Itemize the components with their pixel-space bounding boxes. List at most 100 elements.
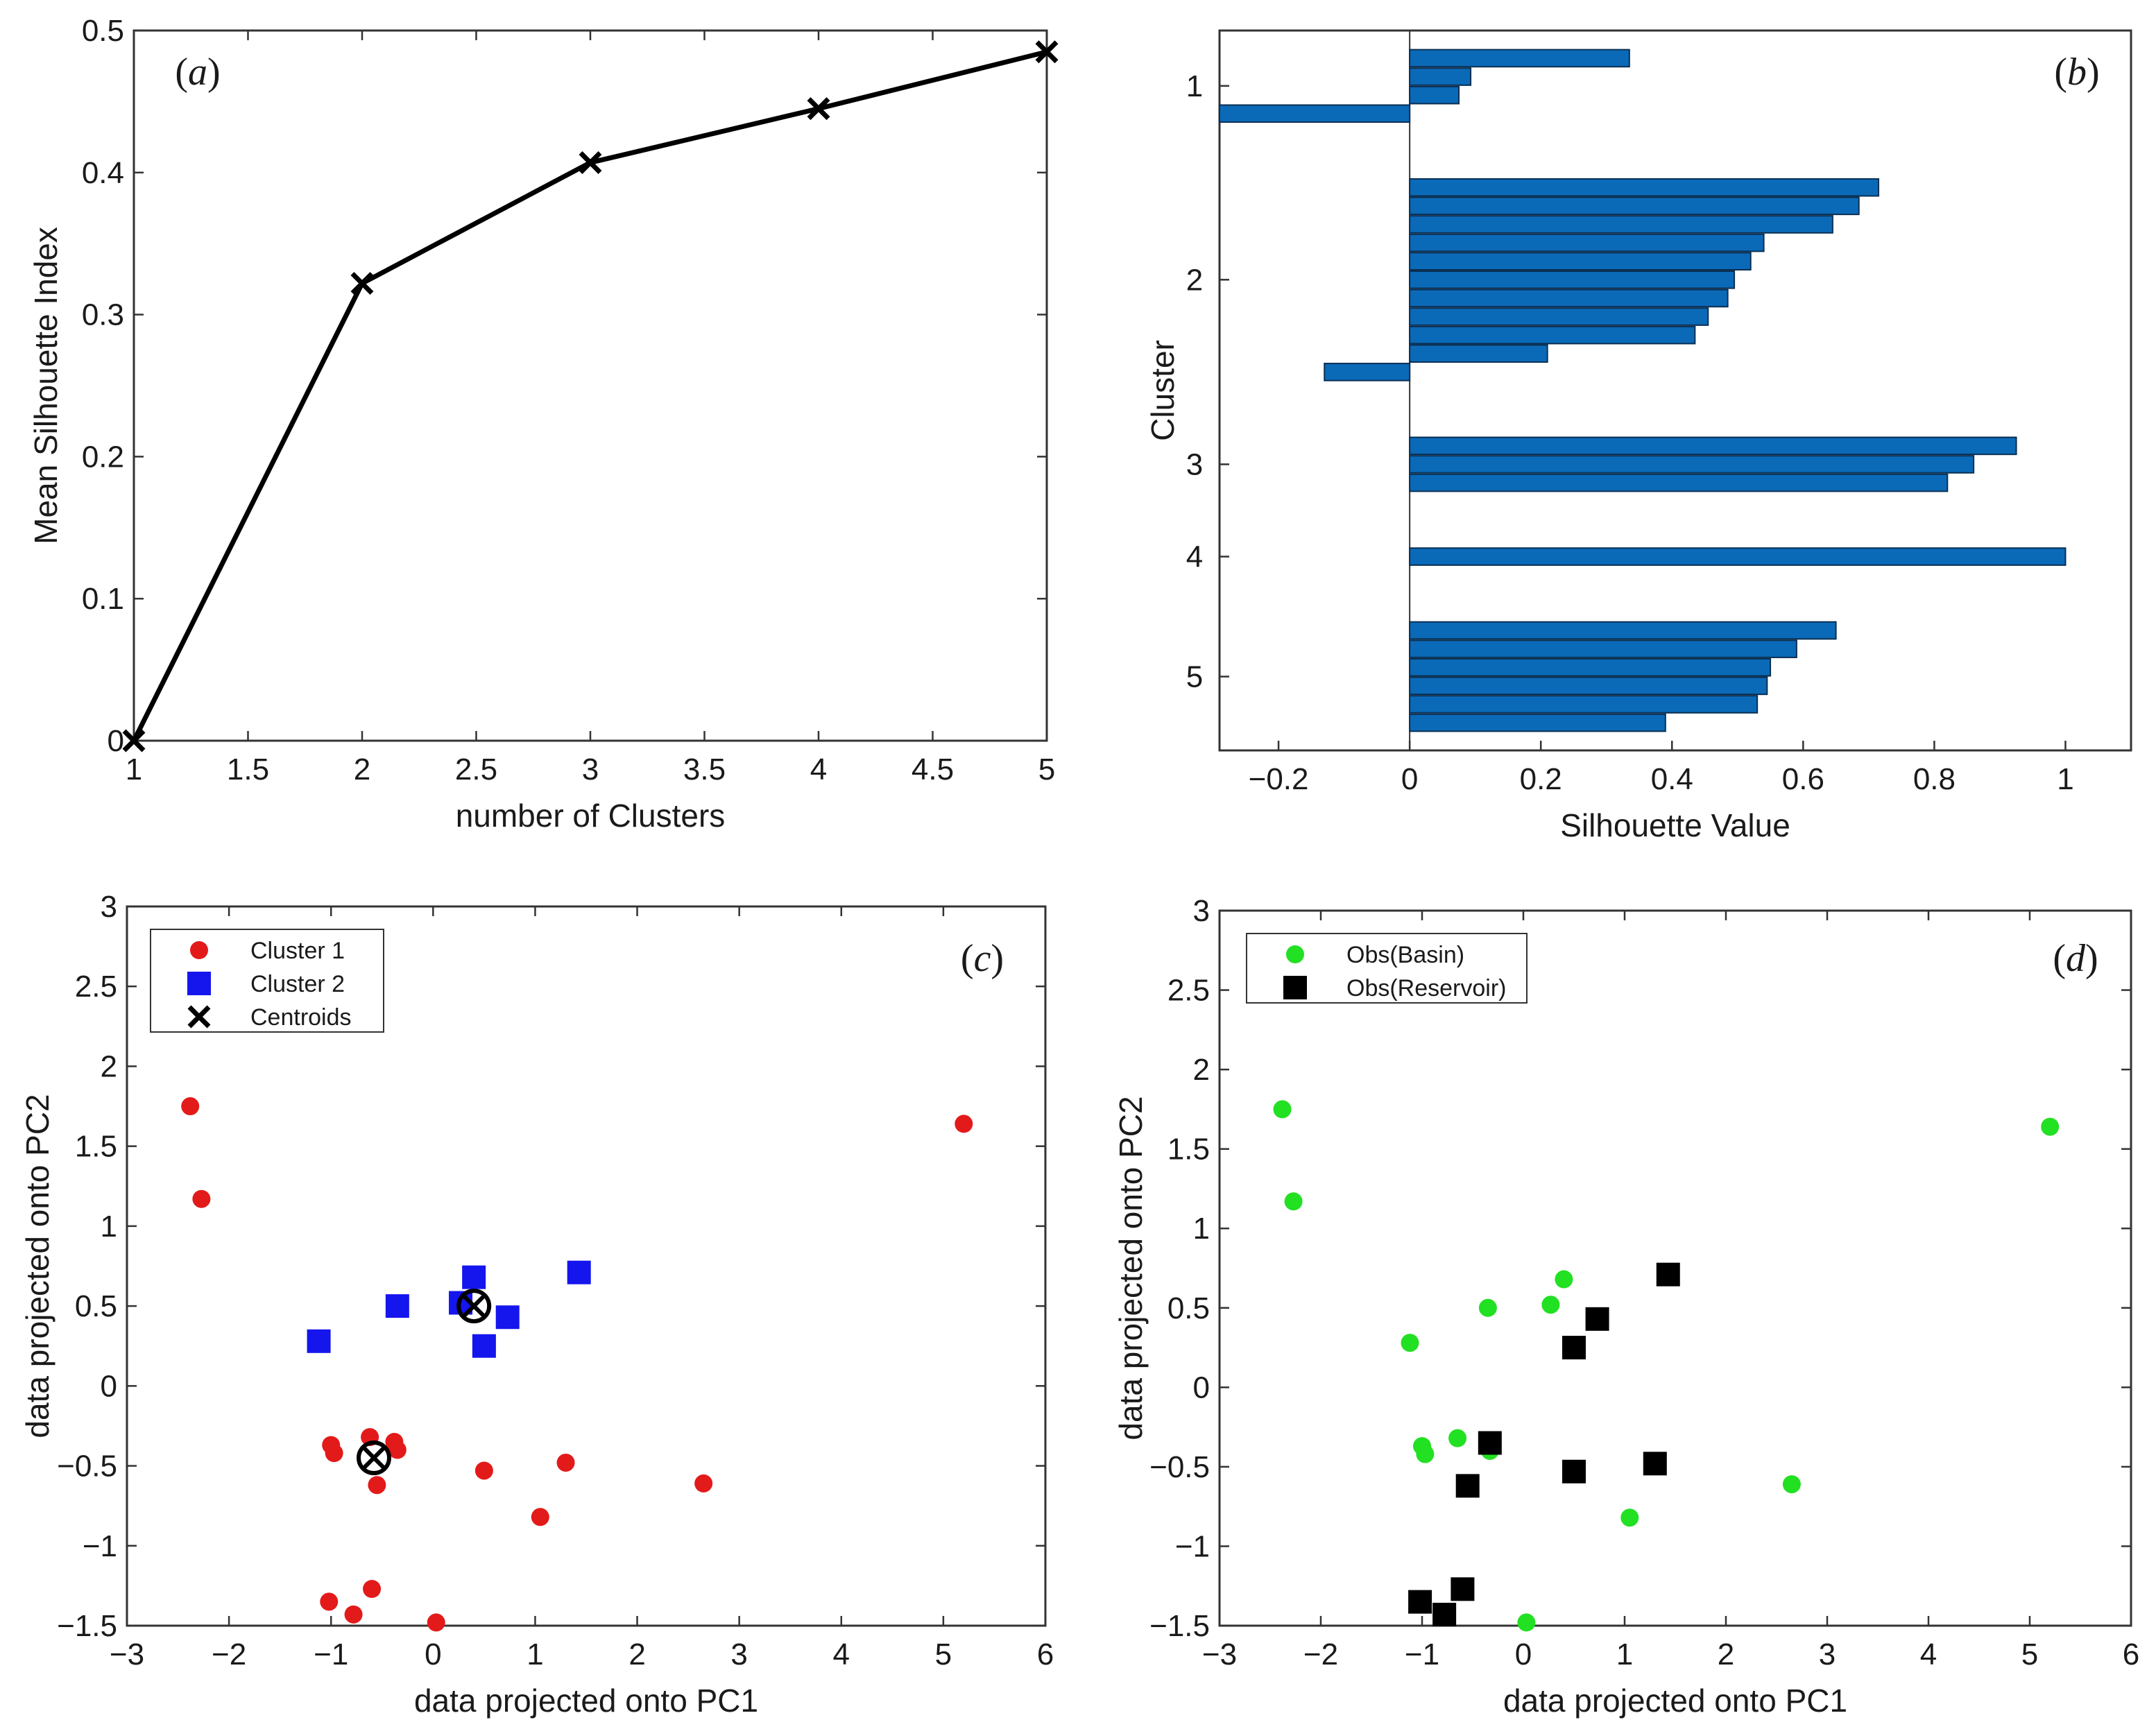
- y-tick-label: 2: [1193, 1053, 1210, 1087]
- silhouette-bar: [1409, 196, 1860, 216]
- x-tick-label: 0.8: [1913, 762, 1956, 796]
- legend-marker: [190, 941, 208, 959]
- point-cluster-2: [307, 1329, 331, 1353]
- point-obs-basin-: [1478, 1298, 1497, 1317]
- axes-frame: [1218, 29, 2132, 752]
- point-obs-basin-: [1517, 1613, 1536, 1632]
- point-cluster-1: [325, 1444, 343, 1463]
- point-centroids-ring: [357, 1440, 392, 1476]
- x-tick-label: 0: [425, 1637, 441, 1671]
- x-tick-label: 1.5: [227, 752, 269, 786]
- point-cluster-2: [495, 1305, 520, 1330]
- point-obs-basin-: [1416, 1445, 1435, 1463]
- legend-marker: [1286, 945, 1304, 963]
- point-obs-basin-: [1555, 1270, 1573, 1289]
- x-tick-label: −2: [1303, 1637, 1338, 1671]
- point-centroids-ring: [456, 1289, 492, 1324]
- silhouette-bar: [1409, 657, 1772, 677]
- x-tick-label: 3.5: [683, 752, 726, 786]
- point-obs-reservoir-: [1455, 1474, 1480, 1498]
- point-cluster-1: [192, 1189, 211, 1208]
- silhouette-bar: [1409, 713, 1666, 732]
- legend-label: Obs(Basin): [1346, 942, 1464, 968]
- point-cluster-2: [472, 1334, 496, 1358]
- y-tick-label: 1.5: [75, 1130, 117, 1164]
- y-tick-label: 0.5: [82, 14, 124, 48]
- y-tick-label: 2: [1186, 263, 1203, 297]
- x-tick-label: 5: [1038, 752, 1055, 786]
- axes-frame: [1218, 909, 2132, 1627]
- point-obs-basin-: [1448, 1429, 1467, 1447]
- point-cluster-2: [385, 1294, 409, 1318]
- silhouette-bar: [1409, 233, 1765, 252]
- legend: Obs(Basin) Obs(Reservoir): [1246, 933, 1528, 1004]
- panel-label-b: (b): [2054, 51, 2099, 94]
- x-tick-label: 3: [582, 752, 599, 786]
- y-tick-label: −0.5: [1149, 1450, 1210, 1484]
- y-tick-label: 0.1: [82, 582, 124, 616]
- point-obs-reservoir-: [1562, 1459, 1586, 1484]
- x-tick-label: 1: [2057, 762, 2073, 796]
- legend-marker: [1283, 976, 1307, 999]
- x-tick-label: 3: [1819, 1637, 1836, 1671]
- point-cluster-1: [955, 1115, 973, 1133]
- axes-frame: [132, 29, 1048, 742]
- y-tick-label: 0: [101, 1369, 117, 1403]
- point-cluster-2: [462, 1265, 486, 1289]
- legend-label: Centroids: [250, 1004, 352, 1031]
- x-axis-label: number of Clusters: [456, 798, 726, 834]
- silhouette-bar: [1409, 49, 1630, 68]
- x-axis-label: Silhouette Value: [1560, 807, 1790, 843]
- scatter-points: [1273, 1100, 2060, 1632]
- point-centroids: [357, 1440, 392, 1476]
- panel-b: −0.2 0 0.2 0.4 0.6 0.8 1 1 2 3 4 5 Silhouette Value C…: [1145, 29, 2132, 843]
- silhouette-bar: [1409, 344, 1548, 363]
- x-tick-label: 4: [833, 1637, 850, 1671]
- x-axis-label: data projected onto PC1: [1503, 1683, 1847, 1719]
- x-tick-label: 1: [1616, 1637, 1633, 1671]
- silhouette-bar: [1409, 621, 1837, 640]
- x-tick-label: −0.2: [1249, 762, 1309, 796]
- x-tick-label: 2.5: [455, 752, 497, 786]
- legend-marker: [187, 972, 211, 995]
- y-tick-label: 1.5: [1167, 1133, 1210, 1167]
- point-obs-basin-: [1273, 1100, 1292, 1119]
- data-point-marker: [350, 272, 374, 295]
- point-cluster-1: [368, 1476, 386, 1495]
- silhouette-bar: [1409, 67, 1472, 86]
- x-tick-label: 5: [2021, 1637, 2038, 1671]
- point-obs-reservoir-: [1656, 1262, 1680, 1287]
- y-tick-label: 2.5: [1167, 974, 1210, 1008]
- silhouette-bar: [1409, 473, 1949, 492]
- point-obs-reservoir-: [1585, 1307, 1609, 1331]
- panel-label-c: (c): [961, 937, 1004, 980]
- y-tick-label: 3: [101, 890, 117, 924]
- point-obs-basin-: [1541, 1296, 1560, 1314]
- scatter-points: [181, 1097, 973, 1632]
- y-axis-label: Cluster: [1145, 340, 1181, 441]
- silhouette-bar: [1409, 252, 1752, 270]
- x-tick-label: 1: [527, 1637, 543, 1671]
- data-point-marker: [807, 97, 830, 121]
- panel-c: −3 −2 −1 0 1 2 3 4 5 6 −1.5 −1 −0.5 0 0.5 1 1.5 2 2.5 3 data…: [19, 890, 1054, 1719]
- y-tick-label: 0.4: [82, 156, 124, 190]
- y-tick-label: 2.5: [75, 970, 117, 1004]
- x-tick-label: 4: [810, 752, 827, 786]
- silhouette-bar: [1409, 215, 1833, 234]
- legend-marker: [187, 1005, 211, 1029]
- legend-label: Cluster 2: [250, 971, 345, 997]
- x-tick-label: 6: [2123, 1637, 2139, 1671]
- point-obs-basin-: [1284, 1192, 1303, 1211]
- legend: Cluster 1 Cluster 2 Centroids: [150, 929, 384, 1033]
- panel-label-a: (a): [175, 51, 220, 94]
- y-tick-label: 0.2: [82, 440, 124, 474]
- x-tick-label: 0.6: [1782, 762, 1824, 796]
- x-tick-label: 1: [126, 752, 142, 786]
- point-obs-reservoir-: [1408, 1590, 1432, 1614]
- silhouette-bar: [1409, 676, 1768, 696]
- silhouette-bar: [1409, 178, 1880, 197]
- point-cluster-1: [474, 1461, 493, 1480]
- point-obs-basin-: [1782, 1475, 1801, 1494]
- x-tick-label: −1: [314, 1637, 348, 1671]
- panel-a: 1 1.5 2 2.5 3 3.5 4 4.5 5 0 0.1 0.2 0.3 0.4 0.5 number …: [28, 14, 1059, 834]
